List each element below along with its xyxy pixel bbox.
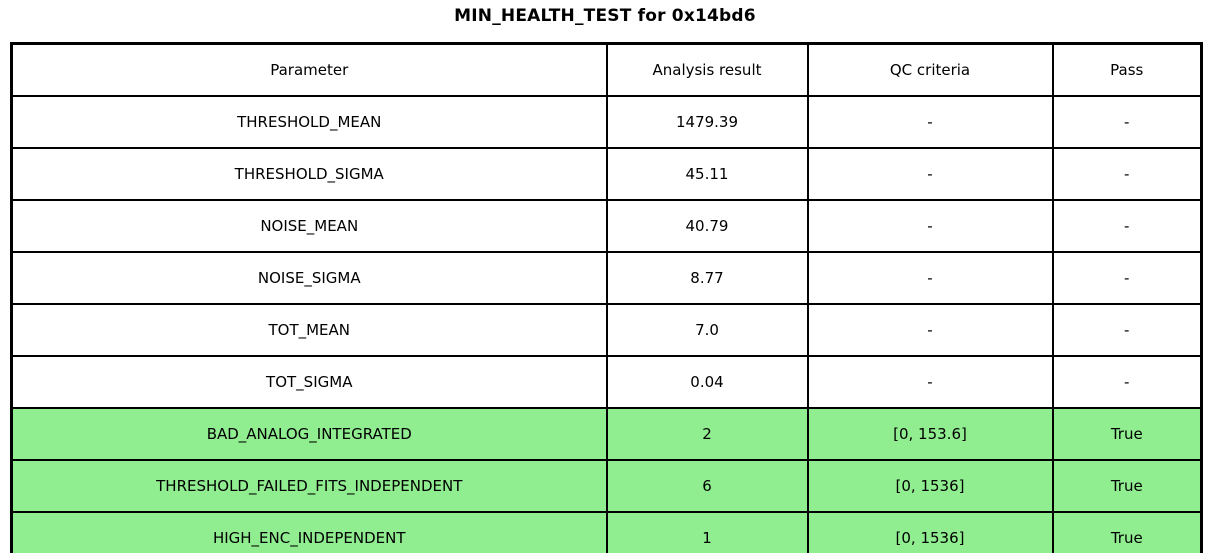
cell-analysis-result: 8.77 bbox=[605, 251, 809, 305]
cell-pass: - bbox=[1051, 355, 1203, 409]
cell-parameter: THRESHOLD_MEAN bbox=[10, 95, 608, 149]
table-header-row: Parameter Analysis result QC criteria Pa… bbox=[10, 42, 1203, 97]
cell-qc-criteria: - bbox=[806, 199, 1054, 253]
cell-parameter: NOISE_MEAN bbox=[10, 199, 608, 253]
cell-qc-criteria: [0, 1536] bbox=[806, 459, 1054, 513]
page-title: MIN_HEALTH_TEST for 0x14bd6 bbox=[454, 6, 756, 26]
cell-analysis-result: 1479.39 bbox=[605, 95, 809, 149]
cell-parameter: NOISE_SIGMA bbox=[10, 251, 608, 305]
cell-parameter: TOT_MEAN bbox=[10, 303, 608, 357]
cell-pass: - bbox=[1051, 303, 1203, 357]
table-row: THRESHOLD_MEAN 1479.39 - - bbox=[10, 95, 1203, 149]
cell-qc-criteria: - bbox=[806, 355, 1054, 409]
column-header-qc-criteria: QC criteria bbox=[806, 42, 1054, 97]
table-row: NOISE_MEAN 40.79 - - bbox=[10, 199, 1203, 253]
table-row: THRESHOLD_FAILED_FITS_INDEPENDENT 6 [0, … bbox=[10, 459, 1203, 513]
table-row: BAD_ANALOG_INTEGRATED 2 [0, 153.6] True bbox=[10, 407, 1203, 461]
cell-pass: True bbox=[1051, 459, 1203, 513]
cell-qc-criteria: - bbox=[806, 251, 1054, 305]
cell-parameter: THRESHOLD_FAILED_FITS_INDEPENDENT bbox=[10, 459, 608, 513]
cell-pass: - bbox=[1051, 147, 1203, 201]
cell-pass: - bbox=[1051, 199, 1203, 253]
cell-qc-criteria: [0, 1536] bbox=[806, 511, 1054, 553]
column-header-parameter: Parameter bbox=[10, 42, 608, 97]
table-row: HIGH_ENC_INDEPENDENT 1 [0, 1536] True bbox=[10, 511, 1203, 553]
cell-qc-criteria: [0, 153.6] bbox=[806, 407, 1054, 461]
column-header-pass: Pass bbox=[1051, 42, 1203, 97]
cell-pass: True bbox=[1051, 511, 1203, 553]
cell-pass: - bbox=[1051, 251, 1203, 305]
cell-qc-criteria: - bbox=[806, 303, 1054, 357]
cell-analysis-result: 40.79 bbox=[605, 199, 809, 253]
cell-pass: - bbox=[1051, 95, 1203, 149]
cell-analysis-result: 1 bbox=[605, 511, 809, 553]
cell-analysis-result: 0.04 bbox=[605, 355, 809, 409]
cell-pass: True bbox=[1051, 407, 1203, 461]
table-row: TOT_MEAN 7.0 - - bbox=[10, 303, 1203, 357]
table-row: TOT_SIGMA 0.04 - - bbox=[10, 355, 1203, 409]
cell-parameter: HIGH_ENC_INDEPENDENT bbox=[10, 511, 608, 553]
cell-qc-criteria: - bbox=[806, 95, 1054, 149]
cell-analysis-result: 7.0 bbox=[605, 303, 809, 357]
table-row: NOISE_SIGMA 8.77 - - bbox=[10, 251, 1203, 305]
column-header-analysis-result: Analysis result bbox=[605, 42, 809, 97]
qc-results-table: Parameter Analysis result QC criteria Pa… bbox=[10, 42, 1203, 553]
cell-analysis-result: 2 bbox=[605, 407, 809, 461]
cell-parameter: THRESHOLD_SIGMA bbox=[10, 147, 608, 201]
cell-analysis-result: 45.11 bbox=[605, 147, 809, 201]
cell-analysis-result: 6 bbox=[605, 459, 809, 513]
cell-parameter: BAD_ANALOG_INTEGRATED bbox=[10, 407, 608, 461]
cell-qc-criteria: - bbox=[806, 147, 1054, 201]
cell-parameter: TOT_SIGMA bbox=[10, 355, 608, 409]
table-row: THRESHOLD_SIGMA 45.11 - - bbox=[10, 147, 1203, 201]
